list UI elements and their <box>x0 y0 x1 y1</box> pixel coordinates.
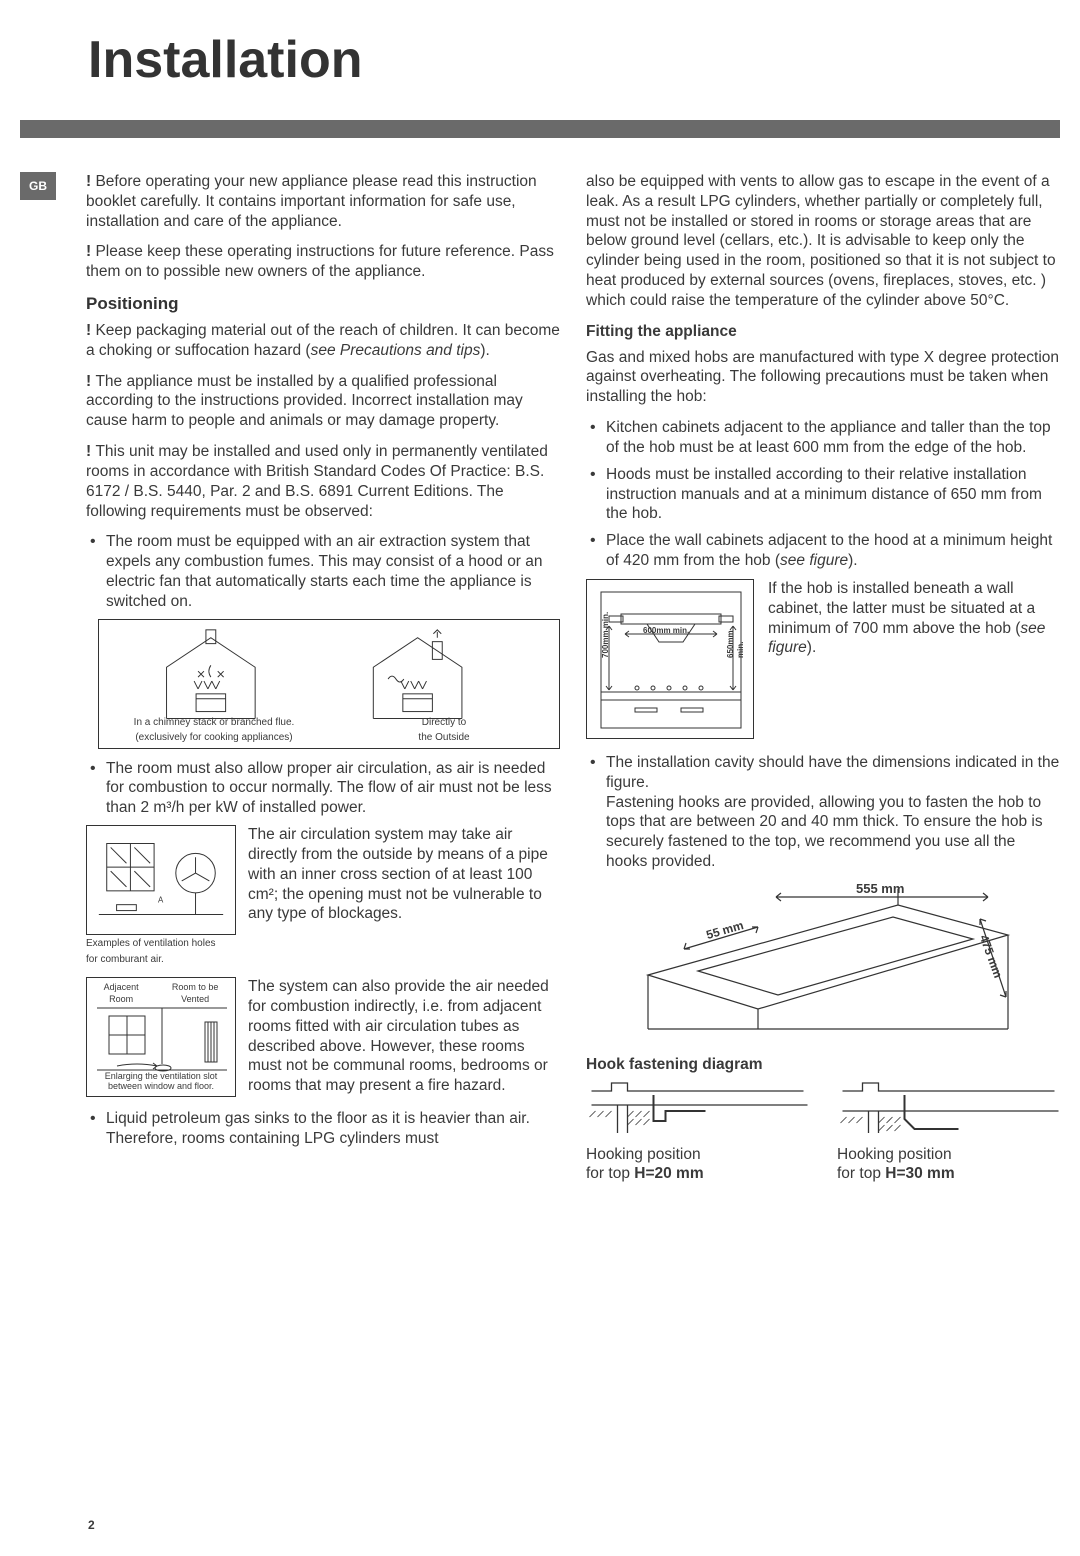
hook-diagram-30 <box>837 1081 1060 1139</box>
cutout-svg <box>628 879 1018 1037</box>
adjacent-side-text: The system can also provide the air need… <box>248 977 560 1096</box>
list-item: Hoods must be installed according to the… <box>588 465 1060 524</box>
hook-caption-20: Hooking position for top H=20 mm <box>586 1145 809 1184</box>
chimney-caption-2a: Directly to <box>329 717 559 729</box>
country-badge: GB <box>20 172 56 200</box>
positioning-p3: ! This unit may be installed and used on… <box>86 442 560 521</box>
cabinet-row: 600mm min. 700mm min. 650mm min. If the … <box>586 579 1060 739</box>
vent-side-text: The air circulation system may take air … <box>248 825 560 924</box>
hook-item-20: Hooking position for top H=20 mm <box>586 1081 809 1184</box>
fitting-heading: Fitting the appliance <box>586 322 1060 342</box>
dim-555: 555 mm <box>856 881 904 898</box>
cabinet-diagram: 600mm min. 700mm min. 650mm min. <box>586 579 754 739</box>
hook-row: Hooking position for top H=20 mm <box>586 1081 1060 1184</box>
cab-700: 700mm min. <box>601 612 611 658</box>
content-wrapper: GB ! Before operating your new appliance… <box>0 138 1080 1183</box>
positioning-p1: ! Keep packaging material out of the rea… <box>86 321 560 361</box>
page-title: Installation <box>88 30 1080 90</box>
hook-item-30: Hooking position for top H=30 mm <box>837 1081 1060 1184</box>
positioning-list: The room must be equipped with an air ex… <box>88 532 560 611</box>
list-item: Liquid petroleum gas sinks to the floor … <box>88 1109 560 1149</box>
cabinet-side-text: If the hob is installed beneath a wall c… <box>768 579 1060 658</box>
fitting-intro: Gas and mixed hobs are manufactured with… <box>586 348 1060 407</box>
header-divider-bar <box>20 120 1060 138</box>
hook-heading: Hook fastening diagram <box>586 1055 1060 1075</box>
page-number: 2 <box>88 1518 95 1532</box>
chimney-diagram: In a chimney stack or branched flue. (ex… <box>98 619 560 749</box>
fitting-list-2: The installation cavity should have the … <box>588 753 1060 872</box>
adjacent-room-diagram: AdjacentRoom Room to beVented <box>86 977 236 1097</box>
positioning-p2: ! The appliance must be installed by a q… <box>86 372 560 431</box>
list-item: The installation cavity should have the … <box>588 753 1060 872</box>
cab-650: 650mm min. <box>726 630 746 658</box>
svg-text:A: A <box>158 896 164 905</box>
chimney-caption-2b: the Outside <box>329 732 559 744</box>
intro-paragraph-2: ! Please keep these operating instructio… <box>86 242 560 282</box>
left-column: ! Before operating your new appliance pl… <box>86 172 560 1183</box>
hook-diagram-20 <box>586 1081 809 1139</box>
intro-1-text: Before operating your new appliance plea… <box>86 173 537 230</box>
list-item: Place the wall cabinets adjacent to the … <box>588 531 1060 571</box>
hook-caption-30: Hooking position for top H=30 mm <box>837 1145 1060 1184</box>
cabinet-svg <box>587 580 755 740</box>
positioning-list-3: Liquid petroleum gas sinks to the floor … <box>88 1109 560 1149</box>
vent-caption-b: for comburant air. <box>86 954 236 966</box>
vent-hole-row: A Examples of ventilation holes for comb… <box>86 825 560 965</box>
vent-svg: A <box>87 825 235 935</box>
lpg-continuation: also be equipped with vents to allow gas… <box>586 172 1060 311</box>
list-item: The room must be equipped with an air ex… <box>88 532 560 611</box>
list-item: Kitchen cabinets adjacent to the applian… <box>588 418 1060 458</box>
list-item: The room must also allow proper air circ… <box>88 759 560 818</box>
two-column-layout: ! Before operating your new appliance pl… <box>86 172 1060 1183</box>
intro-2-text: Please keep these operating instructions… <box>86 243 554 280</box>
positioning-heading: Positioning <box>86 293 560 315</box>
vent-caption-a: Examples of ventilation holes <box>86 938 236 950</box>
cutout-dimension-diagram: 555 mm 55 mm 475 mm <box>628 879 1018 1037</box>
cab-600: 600mm min. <box>643 626 689 636</box>
positioning-list-2: The room must also allow proper air circ… <box>88 759 560 818</box>
right-column: also be equipped with vents to allow gas… <box>586 172 1060 1183</box>
vent-hole-diagram: A <box>86 825 236 935</box>
adjacent-room-row: AdjacentRoom Room to beVented <box>86 977 560 1097</box>
chimney-caption-1a: In a chimney stack or branched flue. <box>99 717 329 729</box>
fitting-list: Kitchen cabinets adjacent to the applian… <box>588 418 1060 571</box>
chimney-caption-1b: (exclusively for cooking appliances) <box>99 732 329 744</box>
intro-paragraph-1: ! Before operating your new appliance pl… <box>86 172 560 231</box>
